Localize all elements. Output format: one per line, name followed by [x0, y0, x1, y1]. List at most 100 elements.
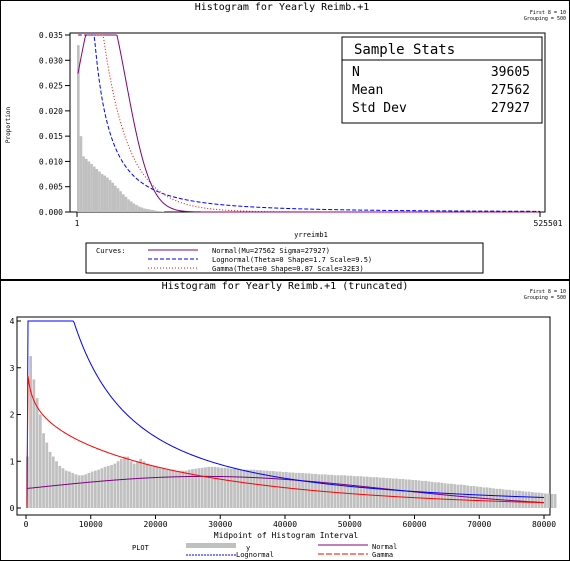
bottom-histogram-bar: [161, 468, 165, 508]
bottom-histogram-bar: [297, 472, 301, 508]
top-histogram-bar: [114, 185, 117, 212]
top-legend: Curves: Normal(Mu=27562 Sigma=27927) Log…: [85, 242, 484, 274]
legend-normal2-text: Normal: [372, 543, 397, 551]
bottom-histogram-bar: [433, 482, 437, 508]
bottom-gamma-curve: [26, 375, 545, 509]
top-y-tick-label: 0.015: [39, 132, 63, 141]
bottom-y-tick-label: 3: [10, 364, 15, 373]
bottom-histogram-bar: [511, 490, 515, 508]
bottom-histogram-bar: [139, 458, 143, 508]
top-histogram-bar: [121, 194, 125, 212]
bottom-histogram-bar: [346, 475, 350, 508]
top-histogram-bar: [103, 175, 107, 212]
sample-stats-box: Sample Stats N 39605 Mean 27562 Std Dev …: [341, 36, 543, 124]
bottom-histogram-bar: [340, 475, 343, 508]
top-histogram-bar: [140, 207, 144, 212]
legend-gamma2-text: Gamma: [372, 551, 393, 559]
stats-value-n: 39605: [491, 65, 530, 80]
bottom-bars: [26, 356, 557, 508]
bottom-histogram-bar: [531, 492, 534, 508]
legend-y-text: y: [246, 544, 250, 552]
bottom-x-tick-label: 10000: [79, 520, 103, 529]
top-y-tick-label: 0.025: [39, 82, 63, 91]
stats-value-std: 27927: [491, 101, 530, 116]
bottom-histogram-bar: [537, 492, 541, 508]
bottom-histogram-bar: [119, 458, 123, 508]
bottom-histogram-bar: [527, 491, 531, 508]
bottom-histogram-bar: [35, 398, 39, 508]
bottom-histogram-bar: [372, 477, 376, 508]
bottom-y-tick-label: 2: [10, 411, 15, 420]
bottom-histogram-bar: [210, 466, 214, 508]
top-y-axis-label: Proportion: [5, 107, 12, 144]
bottom-x-tick-label: 0: [24, 520, 29, 529]
top-title: Histogram for Yearly Reimb.+1: [195, 2, 370, 13]
bottom-title: Histogram for Yearly Reimb.+1 (truncated…: [162, 281, 409, 292]
top-y-tick-label: 0.035: [39, 31, 63, 40]
bottom-histogram-bar: [404, 479, 408, 508]
bottom-histogram-bar: [64, 470, 68, 508]
bottom-lognormal-curve: [26, 320, 545, 509]
top-histogram-bar: [92, 166, 96, 212]
bottom-histogram-bar: [51, 456, 55, 508]
bottom-normal-curve: [26, 475, 545, 504]
panel-divider: [0, 279, 570, 281]
bottom-x-tick-label: 60000: [402, 520, 426, 529]
top-histogram-bar: [95, 169, 99, 212]
bottom-x-tick-label: 30000: [208, 520, 232, 529]
top-histogram-bar: [90, 163, 93, 212]
bottom-histogram-bar: [278, 471, 282, 508]
bottom-histogram-bar: [437, 482, 440, 508]
bottom-histogram-bar: [479, 486, 483, 508]
bottom-histogram-bar: [90, 471, 94, 508]
bottom-histogram-bar: [58, 465, 62, 508]
bottom-histogram-bar: [249, 469, 253, 508]
bottom-histogram-bar: [93, 470, 97, 508]
bottom-histogram-bar: [265, 470, 269, 508]
bottom-histogram-bar: [294, 472, 298, 508]
top-histogram-bar: [111, 182, 115, 212]
bottom-histogram-bar: [106, 465, 110, 508]
bottom-histogram-bar: [285, 472, 288, 508]
bottom-histogram-bar: [343, 475, 347, 508]
bottom-histogram-bar: [472, 486, 476, 508]
bottom-histogram-bar: [388, 478, 392, 508]
top-lognormal-curve: [78, 34, 541, 212]
bottom-histogram-bar: [544, 493, 547, 508]
bottom-histogram-bar: [87, 472, 91, 508]
top-histogram-bar: [100, 174, 104, 212]
bottom-histogram-bar: [136, 461, 139, 508]
bottom-histogram-bar: [401, 479, 405, 508]
bottom-histogram-bar: [42, 433, 45, 508]
bottom-corner-note-1: First 8 = 10: [530, 289, 566, 295]
bottom-histogram-bar: [534, 492, 538, 508]
bottom-histogram-bar: [553, 493, 557, 508]
top-histogram-bar: [116, 188, 120, 212]
top-histogram-bar: [158, 211, 162, 212]
bottom-histogram-bar: [446, 483, 450, 508]
top-y-tick-label: 0.005: [39, 183, 63, 192]
top-gamma-curve: [78, 34, 540, 213]
bottom-histogram-bar: [288, 472, 291, 508]
bottom-histogram-bar: [217, 467, 220, 508]
top-y-ticks: 0.000 0.005 0.010 0.015 0.020 0.025 0.030 0.035: [39, 31, 70, 217]
bottom-histogram-bar: [495, 488, 499, 508]
bottom-histogram-bar: [501, 489, 505, 508]
bottom-histogram-bar: [505, 489, 508, 508]
top-histogram-bar: [79, 136, 83, 212]
bottom-histogram-bar: [242, 469, 246, 508]
bottom-histogram-bar: [414, 479, 418, 508]
bottom-histogram-bar: [333, 475, 337, 508]
top-histogram-bar: [156, 210, 159, 212]
bottom-histogram-bar: [362, 476, 366, 508]
bottom-histogram-bar: [197, 468, 201, 508]
bottom-histogram-bar: [200, 467, 204, 508]
bottom-histogram-bar: [382, 477, 385, 508]
bottom-histogram-bar: [417, 480, 421, 508]
top-x-tick-min: 1: [75, 219, 80, 228]
bottom-histogram-bar: [281, 472, 285, 508]
top-histogram-bar: [124, 196, 128, 212]
bottom-histogram-bar: [142, 461, 146, 508]
bottom-legend: PLOT y Normal Lognormal Gamma: [132, 543, 397, 559]
top-corner-note-2: Grouping = 500: [524, 16, 566, 22]
